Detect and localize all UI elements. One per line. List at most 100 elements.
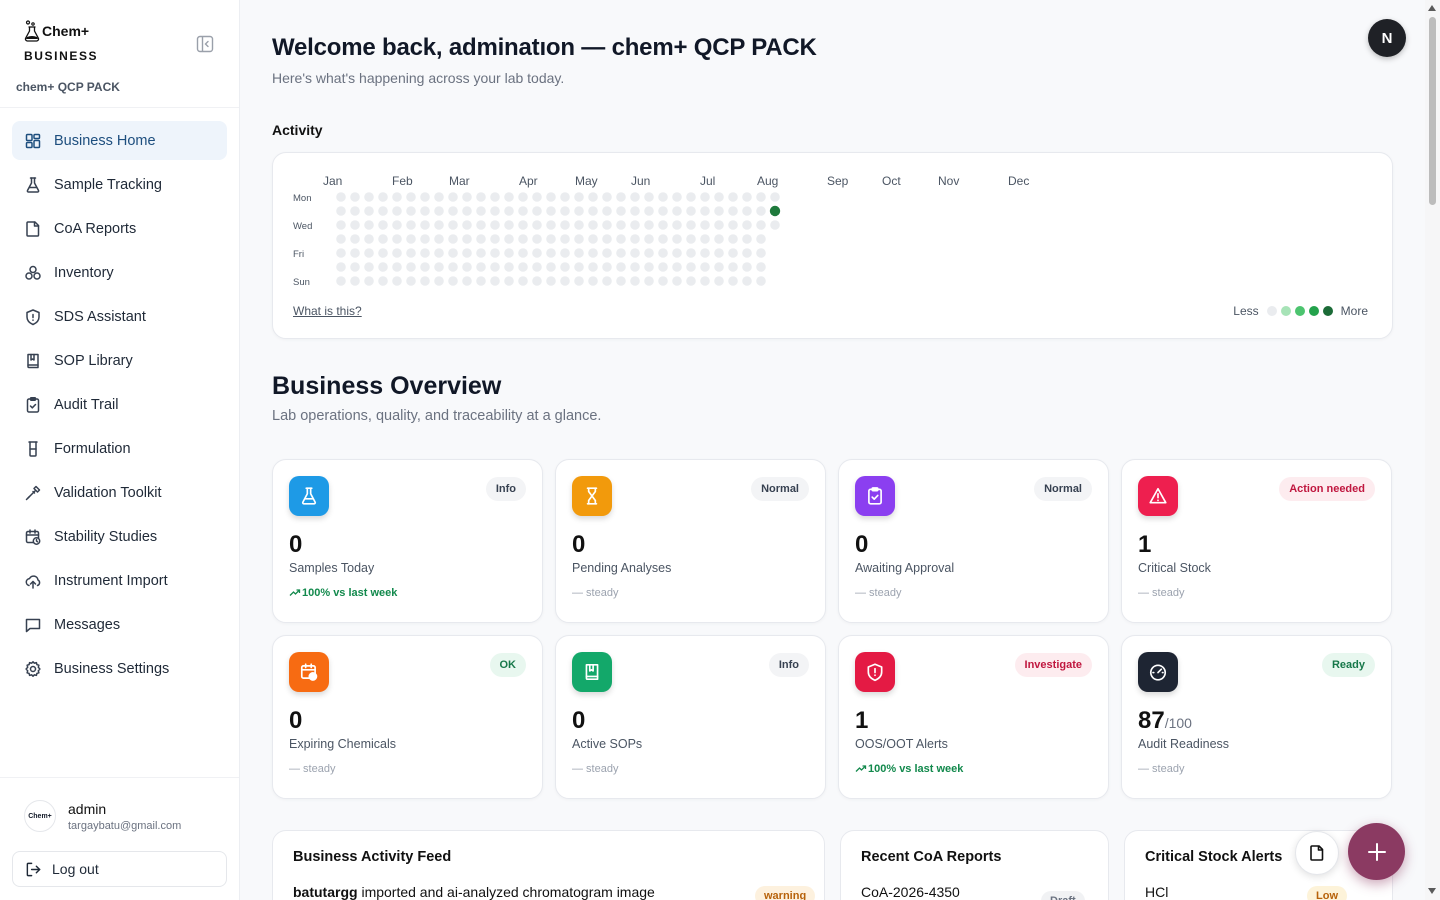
heatmap-cell[interactable] — [420, 234, 430, 244]
heatmap-cell[interactable] — [378, 220, 388, 230]
heatmap-cell[interactable] — [769, 205, 781, 217]
heatmap-cell[interactable] — [462, 276, 472, 286]
heatmap-cell[interactable] — [616, 234, 626, 244]
heatmap-cell[interactable] — [658, 192, 668, 202]
sidebar-item-inventory[interactable]: Inventory — [12, 253, 227, 292]
heatmap-cell[interactable] — [504, 220, 514, 230]
sidebar-item-audit-trail[interactable]: Audit Trail — [12, 385, 227, 424]
heatmap-cell[interactable] — [602, 262, 612, 272]
heatmap-cell[interactable] — [742, 234, 752, 244]
sidebar-item-sample-tracking[interactable]: Sample Tracking — [12, 165, 227, 204]
heatmap-cell[interactable] — [560, 248, 570, 258]
heatmap-cell[interactable] — [434, 206, 444, 216]
heatmap-cell[interactable] — [504, 248, 514, 258]
heatmap-cell[interactable] — [714, 206, 724, 216]
heatmap-cell[interactable] — [406, 220, 416, 230]
heatmap-cell[interactable] — [728, 276, 738, 286]
heatmap-cell[interactable] — [742, 220, 752, 230]
heatmap-cell[interactable] — [518, 192, 528, 202]
quick-document-button[interactable] — [1295, 831, 1339, 875]
heatmap-cell[interactable] — [560, 234, 570, 244]
heatmap-cell[interactable] — [364, 192, 374, 202]
heatmap-cell[interactable] — [588, 220, 598, 230]
sidebar-item-sds-assistant[interactable]: SDS Assistant — [12, 297, 227, 336]
heatmap-cell[interactable] — [532, 248, 542, 258]
heatmap-cell[interactable] — [476, 192, 486, 202]
heatmap-cell[interactable] — [448, 234, 458, 244]
heatmap-cell[interactable] — [476, 262, 486, 272]
stock-alert-item[interactable]: HCl — [1145, 884, 1169, 900]
stat-card-awaiting-approval[interactable]: Normal 0 Awaiting Approval — steady — [838, 459, 1109, 623]
heatmap-cell[interactable] — [630, 248, 640, 258]
heatmap-cell[interactable] — [672, 234, 682, 244]
heatmap-cell[interactable] — [420, 276, 430, 286]
heatmap-cell[interactable] — [546, 234, 556, 244]
heatmap-cell[interactable] — [574, 206, 584, 216]
heatmap-cell[interactable] — [560, 276, 570, 286]
heatmap-cell[interactable] — [560, 206, 570, 216]
heatmap-cell[interactable] — [336, 220, 346, 230]
heatmap-cell[interactable] — [406, 234, 416, 244]
heatmap-cell[interactable] — [448, 276, 458, 286]
heatmap-cell[interactable] — [742, 206, 752, 216]
heatmap-cell[interactable] — [686, 248, 696, 258]
heatmap-cell[interactable] — [532, 276, 542, 286]
heatmap-cell[interactable] — [420, 220, 430, 230]
heatmap-cell[interactable] — [406, 262, 416, 272]
sidebar-item-business-settings[interactable]: Business Settings — [12, 649, 227, 688]
heatmap-cell[interactable] — [420, 192, 430, 202]
heatmap-cell[interactable] — [392, 206, 402, 216]
heatmap-cell[interactable] — [658, 276, 668, 286]
heatmap-cell[interactable] — [350, 220, 360, 230]
heatmap-cell[interactable] — [462, 220, 472, 230]
heatmap-cell[interactable] — [462, 248, 472, 258]
heatmap-cell[interactable] — [518, 234, 528, 244]
heatmap-cell[interactable] — [700, 276, 710, 286]
brand-logo[interactable]: Chem+ BUSINESS — [24, 20, 98, 63]
heatmap-cell[interactable] — [756, 206, 766, 216]
heatmap-cell[interactable] — [742, 192, 752, 202]
heatmap-cell[interactable] — [714, 262, 724, 272]
stat-card-expiring-chemicals[interactable]: OK 0 Expiring Chemicals — steady — [272, 635, 543, 799]
heatmap-cell[interactable] — [490, 276, 500, 286]
heatmap-cell[interactable] — [602, 276, 612, 286]
sidebar-item-formulation[interactable]: Formulation — [12, 429, 227, 468]
heatmap-cell[interactable] — [448, 220, 458, 230]
heatmap-cell[interactable] — [518, 220, 528, 230]
heatmap-cell[interactable] — [490, 262, 500, 272]
heatmap-cell[interactable] — [616, 262, 626, 272]
heatmap-cell[interactable] — [658, 206, 668, 216]
scroll-up-arrow[interactable] — [1428, 5, 1436, 11]
heatmap-cell[interactable] — [700, 220, 710, 230]
heatmap-cell[interactable] — [378, 248, 388, 258]
heatmap-cell[interactable] — [574, 276, 584, 286]
heatmap-cell[interactable] — [350, 276, 360, 286]
heatmap-cell[interactable] — [392, 276, 402, 286]
heatmap-cell[interactable] — [574, 234, 584, 244]
heatmap-cell[interactable] — [490, 234, 500, 244]
user-profile[interactable]: Chem+ admin targaybatu@gmail.com — [24, 800, 181, 832]
scroll-thumb[interactable] — [1429, 17, 1436, 205]
heatmap-cell[interactable] — [476, 234, 486, 244]
heatmap-cell[interactable] — [630, 206, 640, 216]
heatmap-cell[interactable] — [742, 262, 752, 272]
heatmap-cell[interactable] — [462, 192, 472, 202]
heatmap-cell[interactable] — [364, 220, 374, 230]
heatmap-cell[interactable] — [602, 206, 612, 216]
heatmap-cell[interactable] — [546, 220, 556, 230]
heatmap-cell[interactable] — [714, 220, 724, 230]
heatmap-cell[interactable] — [546, 192, 556, 202]
logout-button[interactable]: Log out — [12, 851, 227, 887]
heatmap-cell[interactable] — [616, 206, 626, 216]
heatmap-cell[interactable] — [756, 192, 766, 202]
heatmap-cell[interactable] — [378, 206, 388, 216]
heatmap-cell[interactable] — [756, 234, 766, 244]
heatmap-cell[interactable] — [644, 248, 654, 258]
heatmap-cell[interactable] — [714, 192, 724, 202]
sidebar-item-coa-reports[interactable]: CoA Reports — [12, 209, 227, 248]
heatmap-cell[interactable] — [392, 248, 402, 258]
heatmap-cell[interactable] — [644, 262, 654, 272]
heatmap-cell[interactable] — [644, 234, 654, 244]
heatmap-cell[interactable] — [658, 248, 668, 258]
heatmap-cell[interactable] — [378, 192, 388, 202]
